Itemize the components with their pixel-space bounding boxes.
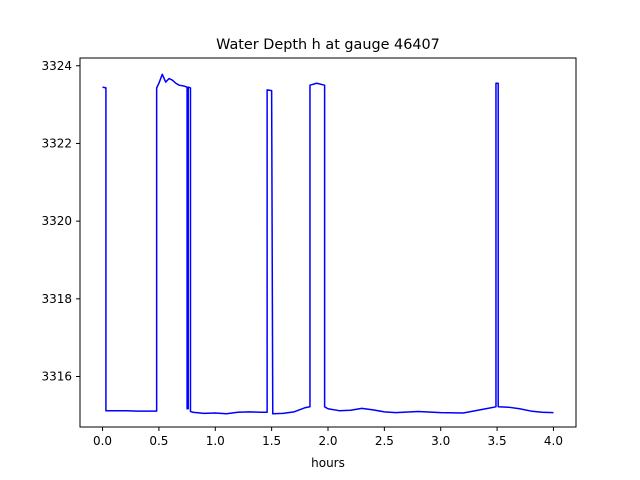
x-tick-label: 2.0 [318,434,337,448]
y-tick-label: 3322 [41,136,72,150]
y-tick-label: 3318 [41,292,72,306]
y-tick-label: 3320 [41,214,72,228]
y-axis: 3316 3318 3320 3322 3324 [41,59,80,384]
x-tick-label: 3.0 [431,434,450,448]
y-tick-label: 3316 [41,370,72,384]
x-axis-label: hours [311,456,345,470]
series-line-0 [102,73,554,415]
x-tick-label: 1.5 [262,434,281,448]
x-tick-label: 4.0 [544,434,563,448]
x-tick-label: 0.0 [93,434,112,448]
y-tick-label: 3324 [41,59,72,73]
x-tick-label: 2.5 [375,434,394,448]
x-tick-label: 3.5 [488,434,507,448]
x-axis: 0.0 0.5 1.0 1.5 2.0 2.5 3.0 3.5 4.0 [93,427,563,448]
series-layer [102,73,554,415]
plot-area [80,58,576,427]
chart-title: Water Depth h at gauge 46407 [216,37,440,53]
x-tick-label: 1.0 [206,434,225,448]
x-tick-label: 0.5 [149,434,168,448]
